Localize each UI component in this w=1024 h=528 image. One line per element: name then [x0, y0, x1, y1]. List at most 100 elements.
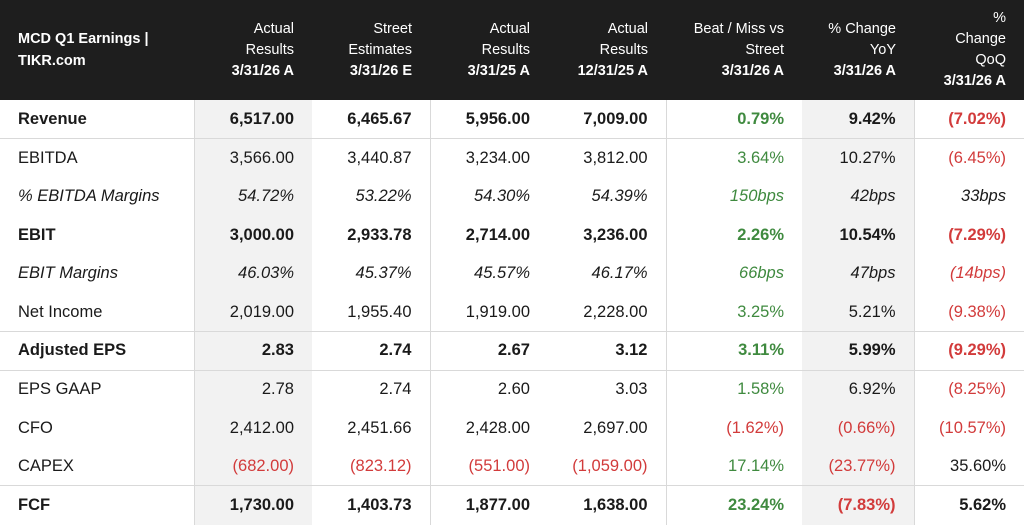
- value-cell: 2.78: [193, 369, 312, 409]
- value-cell: 2,428.00: [429, 408, 548, 448]
- value-cell: 46.03%: [193, 254, 312, 293]
- value-cell: (23.77%): [802, 447, 914, 486]
- table-row-net-income: Net Income 2,019.00 1,955.40 1,919.00 2,228.…: [0, 292, 1024, 332]
- value-cell: 2.67: [429, 331, 548, 371]
- column-header-line: Actual: [607, 20, 648, 37]
- column-header-date: 3/31/26 A: [833, 62, 896, 79]
- value-cell: (6.45%): [913, 138, 1024, 178]
- value-cell: (7.83%): [802, 485, 914, 525]
- header-row: MCD Q1 Earnings | TIKR.com Actual Result…: [0, 0, 1024, 100]
- value-cell: 1,919.00: [429, 292, 548, 332]
- column-header-street-estimates: Street Estimates 3/31/26 E: [312, 0, 430, 100]
- column-header-change-qoq: % Change QoQ 3/31/26 A: [914, 0, 1024, 100]
- table-row-ebit-margins: EBIT Margins 46.03% 45.37% 45.57% 46.17% 66bp…: [0, 254, 1024, 293]
- value-cell: 2,714.00: [429, 215, 548, 255]
- metric-label: CFO: [18, 418, 53, 437]
- value-cell: 2,697.00: [583, 418, 648, 437]
- column-header-line: Results: [245, 41, 294, 58]
- value-cell: 17.14%: [665, 447, 802, 486]
- value-cell: 2.60: [429, 369, 548, 409]
- value-cell: 66bps: [665, 254, 802, 293]
- value-cell: 5.21%: [802, 292, 914, 332]
- column-header-actual-q4-25: Actual Results 12/31/25 A: [548, 0, 666, 100]
- value-cell: 2,228.00: [583, 302, 648, 321]
- value-cell: 6,465.67: [347, 109, 412, 128]
- table-row-fcf: FCF 1,730.00 1,403.73 1,877.00 1,638.00 23.24…: [0, 485, 1024, 525]
- value-cell: 42bps: [802, 177, 914, 216]
- table-title-line: MCD Q1 Earnings |: [18, 31, 149, 47]
- table-row-eps-gaap: EPS GAAP 2.78 2.74 2.60 3.03 1.58% 6.92% (8.25%…: [0, 369, 1024, 409]
- column-header-date: 3/31/25 A: [467, 62, 530, 79]
- column-header-actual-q1-25: Actual Results 3/31/25 A: [430, 0, 548, 100]
- value-cell: 47bps: [802, 254, 914, 293]
- value-cell: 33bps: [913, 177, 1024, 216]
- value-cell: 0.79%: [665, 100, 802, 139]
- value-cell: (0.66%): [802, 408, 914, 448]
- value-cell: 1,877.00: [429, 485, 548, 525]
- value-cell: (9.38%): [913, 292, 1024, 332]
- value-cell: 7,009.00: [583, 109, 648, 128]
- value-cell: 3.64%: [665, 138, 802, 178]
- value-cell: 23.24%: [665, 485, 802, 525]
- table-row-ebitda-margins: % EBITDA Margins 54.72% 53.22% 54.30% 54.39%…: [0, 177, 1024, 216]
- value-cell: 45.37%: [355, 264, 412, 283]
- value-cell: 3,236.00: [583, 225, 648, 244]
- value-cell: (7.02%): [913, 100, 1024, 139]
- value-cell: 45.57%: [429, 254, 548, 293]
- value-cell: 3.11%: [665, 331, 802, 371]
- column-header-line: Actual: [253, 20, 294, 37]
- column-header-line: Street: [745, 41, 784, 58]
- value-cell: 6.92%: [802, 369, 914, 409]
- column-header-line: YoY: [869, 41, 896, 58]
- value-cell: 2.26%: [665, 215, 802, 255]
- column-header-date: 3/31/26 A: [231, 62, 294, 79]
- table-row-ebit: EBIT 3,000.00 2,933.78 2,714.00 3,236.00 2.26…: [0, 215, 1024, 255]
- value-cell: 3.03: [548, 369, 666, 409]
- metric-label: EBIT Margins: [18, 264, 118, 283]
- value-cell: 150bps: [665, 177, 802, 216]
- column-header-line: QoQ: [975, 52, 1006, 68]
- value-cell: (14bps): [913, 254, 1024, 293]
- value-cell: (8.25%): [913, 369, 1024, 409]
- metric-label: % EBITDA Margins: [18, 186, 160, 205]
- value-cell: 3,812.00: [548, 138, 666, 178]
- table-title: MCD Q1 Earnings | TIKR.com: [0, 0, 194, 100]
- value-cell: 1.58%: [665, 369, 802, 409]
- column-header-actual-q1-26: Actual Results 3/31/26 A: [194, 0, 312, 100]
- metric-label: CAPEX: [18, 456, 74, 475]
- column-header-date: 3/31/26 A: [943, 73, 1006, 89]
- column-header-date: 12/31/25 A: [577, 62, 648, 79]
- value-cell: 46.17%: [591, 264, 648, 283]
- value-cell: 10.54%: [802, 215, 914, 255]
- value-cell: (7.29%): [913, 215, 1024, 255]
- value-cell: 1,730.00: [193, 485, 312, 525]
- value-cell: (682.00): [193, 447, 312, 486]
- table-row-cfo: CFO 2,412.00 2,451.66 2,428.00 2,697.00 (1.62…: [0, 408, 1024, 448]
- column-header-line: Street: [373, 20, 412, 37]
- metric-label: EPS GAAP: [0, 369, 194, 409]
- value-cell: 3.25%: [665, 292, 802, 332]
- column-header-line: Estimates: [348, 41, 412, 58]
- value-cell: 5.62%: [913, 485, 1024, 525]
- value-cell: 5,956.00: [429, 100, 548, 139]
- metric-label: Net Income: [18, 302, 103, 321]
- value-cell: 6,517.00: [193, 100, 312, 139]
- table-header: MCD Q1 Earnings | TIKR.com Actual Result…: [0, 0, 1024, 100]
- value-cell: 3,440.87: [312, 138, 430, 178]
- value-cell: 53.22%: [355, 186, 412, 205]
- column-header-line: Actual: [489, 20, 530, 37]
- table-row-capex: CAPEX (682.00) (823.12) (551.00) (1,059.00) 1…: [0, 447, 1024, 486]
- table-row-ebitda: EBITDA 3,566.00 3,440.87 3,234.00 3,812.00 3.…: [0, 138, 1024, 178]
- column-header-date: 3/31/26 A: [721, 62, 784, 79]
- value-cell: 2,412.00: [193, 408, 312, 448]
- value-cell: 9.42%: [802, 100, 914, 139]
- column-header-beat-miss: Beat / Miss vs Street 3/31/26 A: [666, 0, 802, 100]
- value-cell: (1.62%): [665, 408, 802, 448]
- table-title-line: TIKR.com: [18, 53, 86, 69]
- value-cell: 1,638.00: [548, 485, 666, 525]
- value-cell: 3,566.00: [193, 138, 312, 178]
- metric-label: Revenue: [18, 109, 87, 128]
- value-cell: 1,955.40: [347, 302, 412, 321]
- value-cell: (1,059.00): [572, 456, 648, 475]
